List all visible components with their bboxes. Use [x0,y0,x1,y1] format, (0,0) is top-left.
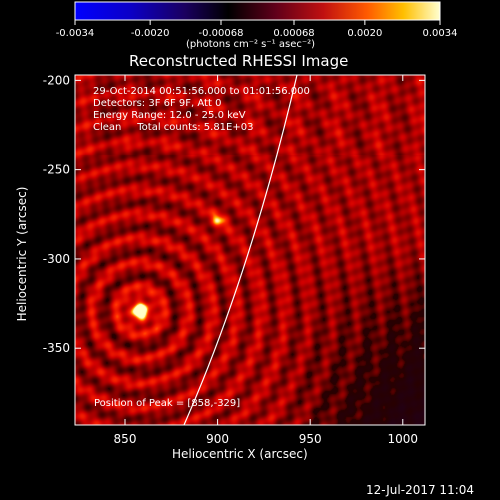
plot-frame [74,74,426,426]
y-tick-label: -250 [43,163,70,177]
y-axis-label: Heliocentric Y (arcsec) [15,186,29,322]
plot-area: 29-Oct-2014 00:51:56.000 to 01:01:56.000… [75,75,425,425]
info-clean-counts: Clean Total counts: 5.81E+03 [93,122,254,133]
colorbar-tick-label: 0.0020 [347,28,382,39]
x-tick-label: 950 [299,432,322,446]
colorbar-gradient [74,1,441,21]
info-energy-range: Energy Range: 12.0 - 25.0 keV [93,110,246,121]
peak-position-label: Position of Peak = [858,-329] [94,398,241,409]
info-detectors: Detectors: 3F 6F 9F, Att 0 [93,98,222,109]
info-time-range: 29-Oct-2014 00:51:56.000 to 01:01:56.000 [93,86,310,97]
colorbar-tick-label: -0.0020 [131,28,170,39]
limb-overlay [183,75,298,425]
colorbar-tick-label: 0.0034 [423,28,458,39]
x-tick-label: 850 [114,432,137,446]
colorbar-tick-label: -0.00068 [199,28,244,39]
chart-title: Reconstructed RHESSI Image [129,52,349,70]
colorbar-tick-label: -0.0034 [56,28,95,39]
x-tick-label: 900 [206,432,229,446]
y-tick-label: -300 [43,252,70,266]
x-tick-label: 1000 [388,432,419,446]
y-axis-ticks: -200 -250 -300 -350 [43,73,425,355]
footer-timestamp: 12-Jul-2017 11:04 [366,483,475,497]
y-tick-label: -350 [43,341,70,355]
solar-limb-line [183,75,298,425]
heatmap-image [75,75,425,425]
y-tick-label: -200 [43,73,70,87]
x-axis-label: Heliocentric X (arcsec) [172,447,308,461]
colorbar-tick-label: 0.00068 [273,28,314,39]
colorbar-ticks: -0.0034 -0.0020 -0.00068 0.00068 0.0020 0.003… [56,20,458,39]
colorbar-unit-label: (photons cm⁻² s⁻¹ asec⁻²) [186,39,316,50]
x-axis-ticks: 850 900 950 1000 [114,75,419,446]
colorbar: -0.0034 -0.0020 -0.00068 0.00068 0.0020 0.003… [56,1,458,39]
